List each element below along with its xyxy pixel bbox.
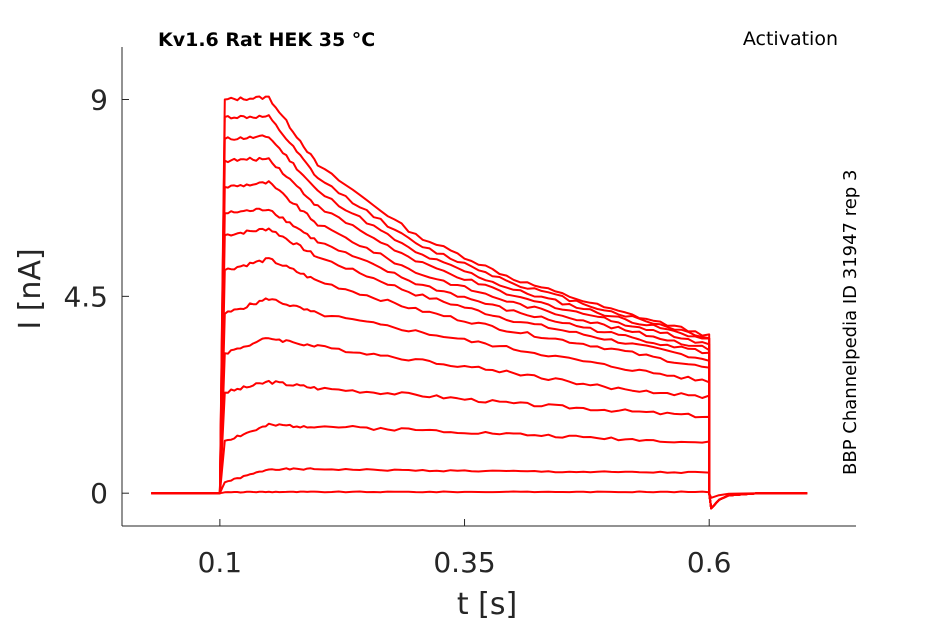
x-axis-label: t [s] — [457, 587, 517, 622]
current-trace-6 — [151, 297, 808, 510]
x-ticks: 0.1 0.35 0.6 — [198, 519, 732, 579]
current-trace-14 — [151, 95, 808, 510]
current-trace-3 — [151, 422, 808, 510]
current-trace-10 — [151, 180, 808, 510]
y-ticks: 04.59 — [63, 83, 129, 510]
chart-title: Kv1.6 Rat HEK 35 °C — [158, 29, 375, 51]
axes — [121, 47, 856, 527]
current-trace-4 — [151, 379, 808, 510]
current-trace-8 — [151, 227, 808, 510]
y-tick-label: 4.5 — [63, 280, 108, 313]
current-trace-13 — [151, 114, 808, 510]
y-tick-label: 0 — [90, 477, 108, 510]
x-tick-label: 0.6 — [687, 546, 732, 579]
current-trace-1 — [151, 490, 808, 499]
current-traces — [151, 95, 808, 510]
x-tick-label: 0.1 — [198, 546, 243, 579]
current-trace-12 — [151, 134, 808, 510]
current-trace-7 — [151, 257, 808, 510]
side-label: BBP Channelpedia ID 31947 rep 3 — [840, 170, 861, 475]
current-trace-2 — [151, 467, 808, 510]
current-trace-5 — [151, 337, 808, 510]
y-tick-label: 9 — [90, 83, 108, 116]
chart-title-right: Activation — [743, 28, 838, 50]
current-trace-11 — [151, 156, 808, 510]
y-axis-label: I [nA] — [13, 248, 48, 329]
current-trace-9 — [151, 207, 808, 510]
x-tick-label: 0.35 — [433, 546, 495, 579]
